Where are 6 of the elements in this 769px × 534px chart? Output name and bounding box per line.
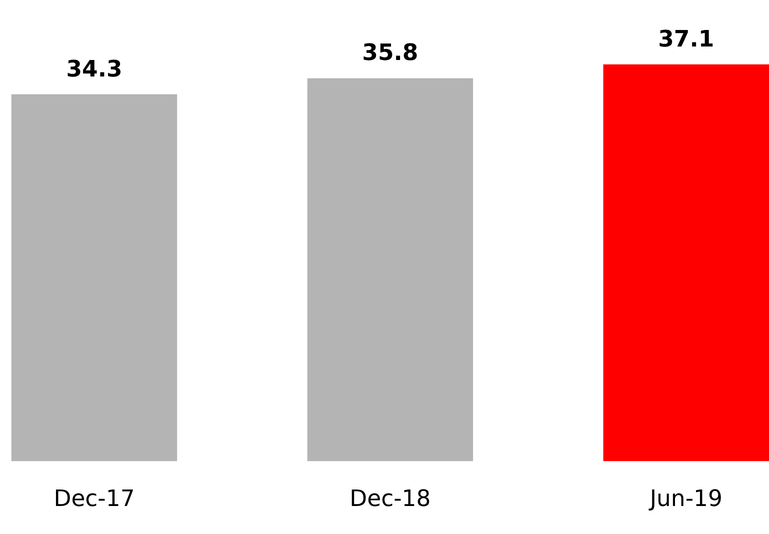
- x-tick-label: Dec-18: [350, 486, 431, 512]
- x-tick-label: Dec-17: [54, 486, 135, 512]
- data-label: 35.8: [362, 40, 418, 66]
- data-label: 37.1: [658, 26, 714, 52]
- data-label: 34.3: [66, 56, 122, 82]
- x-tick-label: Jun-19: [648, 486, 722, 512]
